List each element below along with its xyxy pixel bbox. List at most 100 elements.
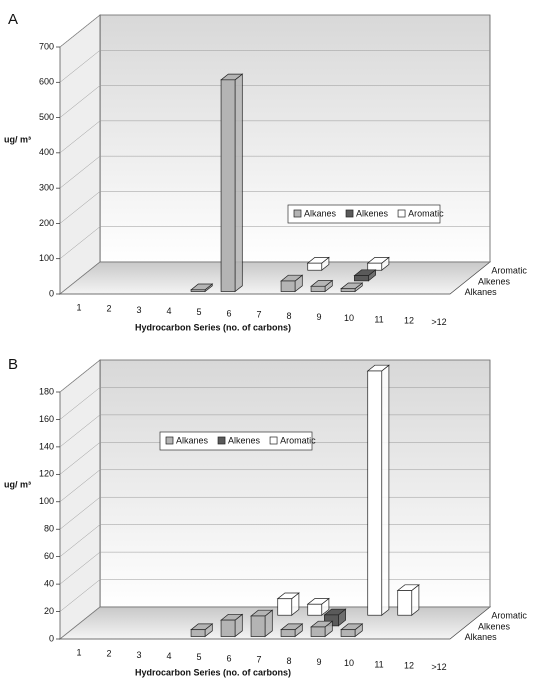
side-grid-line xyxy=(59,191,101,224)
x-tick-label: 2 xyxy=(106,304,111,314)
x-tick-label: 9 xyxy=(316,657,321,667)
bar-front xyxy=(310,626,326,637)
bar xyxy=(353,269,377,282)
x-tick-label: 8 xyxy=(286,311,291,321)
legend-box xyxy=(159,431,313,451)
side-grid-line xyxy=(59,359,101,393)
side-grid-line xyxy=(59,524,101,557)
bar-front xyxy=(307,603,323,616)
bar xyxy=(396,584,420,616)
side-grid-line xyxy=(59,387,101,420)
series-depth-label: Alkanes xyxy=(465,287,498,297)
y-tick-label: 0 xyxy=(49,633,54,643)
x-tick-label: 11 xyxy=(374,314,383,324)
x-axis-label: Hydrocarbon Series (no. of carbons) xyxy=(135,667,291,677)
bar-front xyxy=(280,280,296,292)
series-depth-label: Alkenes xyxy=(478,276,511,286)
bar-side xyxy=(234,73,243,293)
x-tick-label: 2 xyxy=(106,649,111,659)
floor xyxy=(59,261,491,295)
bar-front xyxy=(190,629,206,637)
x-tick-label: 8 xyxy=(286,656,291,666)
series-depth-label: Aromatic xyxy=(491,611,527,621)
bar-front xyxy=(190,289,206,292)
legend: Alkanes Alkenes Aromatic xyxy=(287,204,444,224)
side-grid-line xyxy=(59,120,101,154)
bar xyxy=(310,279,334,293)
side-grid-line xyxy=(59,414,101,448)
x-tick-label: 9 xyxy=(316,312,321,322)
bar xyxy=(280,623,304,638)
panel-letter: B xyxy=(8,356,18,373)
x-tick-label: 12 xyxy=(404,316,414,326)
y-axis-label: ug/ m³ xyxy=(4,134,31,144)
x-tick-label: >12 xyxy=(431,662,446,672)
y-tick-label: 100 xyxy=(39,253,54,263)
y-tick-label: 160 xyxy=(39,414,54,424)
x-tick-label: 3 xyxy=(136,305,141,315)
bar-front xyxy=(340,629,356,637)
y-tick-label: 500 xyxy=(39,112,54,122)
y-tick-label: 40 xyxy=(44,578,54,588)
bar xyxy=(306,597,330,616)
x-tick-label: 7 xyxy=(256,655,261,665)
bar xyxy=(220,613,244,638)
panel-letter: A xyxy=(8,11,18,28)
side-wall xyxy=(59,359,101,640)
x-tick-label: 10 xyxy=(344,313,354,323)
x-tick-label: 5 xyxy=(196,307,201,317)
side-grid-line xyxy=(59,155,101,189)
bar-front xyxy=(307,262,323,271)
y-tick-label: 400 xyxy=(39,147,54,157)
series-depth-label: Alkenes xyxy=(478,621,511,631)
y-tick-label: 80 xyxy=(44,524,54,534)
x-tick-label: 7 xyxy=(256,310,261,320)
bar-front xyxy=(367,370,383,616)
side-grid-line xyxy=(59,497,101,530)
back-wall xyxy=(99,359,491,608)
x-axis-label: Hydrocarbon Series (no. of carbons) xyxy=(135,322,291,332)
legend-box xyxy=(287,204,441,224)
bar xyxy=(310,620,334,638)
x-tick-label: 12 xyxy=(404,661,414,671)
bar-side xyxy=(381,364,390,616)
x-tick-label: 3 xyxy=(136,650,141,660)
bar-front xyxy=(397,590,413,616)
back-wall xyxy=(99,14,491,263)
y-tick-label: 0 xyxy=(49,288,54,298)
bar xyxy=(276,592,300,616)
y-tick-label: 300 xyxy=(39,183,54,193)
y-tick-label: 600 xyxy=(39,77,54,87)
side-grid-line xyxy=(59,551,101,585)
bar-front xyxy=(340,288,356,292)
x-tick-label: 1 xyxy=(76,302,81,312)
series-depth-label: Alkanes xyxy=(465,632,498,642)
bar-front xyxy=(250,615,266,637)
legend-label: Aromatic xyxy=(408,208,444,218)
bar-front xyxy=(277,598,293,616)
bar xyxy=(190,623,214,638)
side-grid-line xyxy=(59,261,101,295)
y-tick-label: 180 xyxy=(39,386,54,396)
x-tick-label: 6 xyxy=(226,308,231,318)
legend-label: Alkenes xyxy=(228,435,261,445)
side-grid-line xyxy=(59,226,101,259)
x-tick-label: 4 xyxy=(166,651,171,661)
legend-swatch xyxy=(165,436,174,445)
legend-swatch xyxy=(345,209,354,218)
side-grid-line xyxy=(59,85,101,118)
x-tick-label: >12 xyxy=(431,317,446,327)
y-tick-label: 120 xyxy=(39,469,54,479)
side-grid-line xyxy=(59,50,101,83)
bar xyxy=(340,282,364,293)
bar-front xyxy=(220,619,236,637)
legend-label: Alkanes xyxy=(304,208,337,218)
series-depth-label: Aromatic xyxy=(491,266,527,276)
y-tick-label: 60 xyxy=(44,551,54,561)
side-wall xyxy=(59,14,101,295)
y-tick-label: 140 xyxy=(39,441,54,451)
legend: Alkanes Alkenes Aromatic xyxy=(159,431,316,451)
bar xyxy=(306,256,330,271)
